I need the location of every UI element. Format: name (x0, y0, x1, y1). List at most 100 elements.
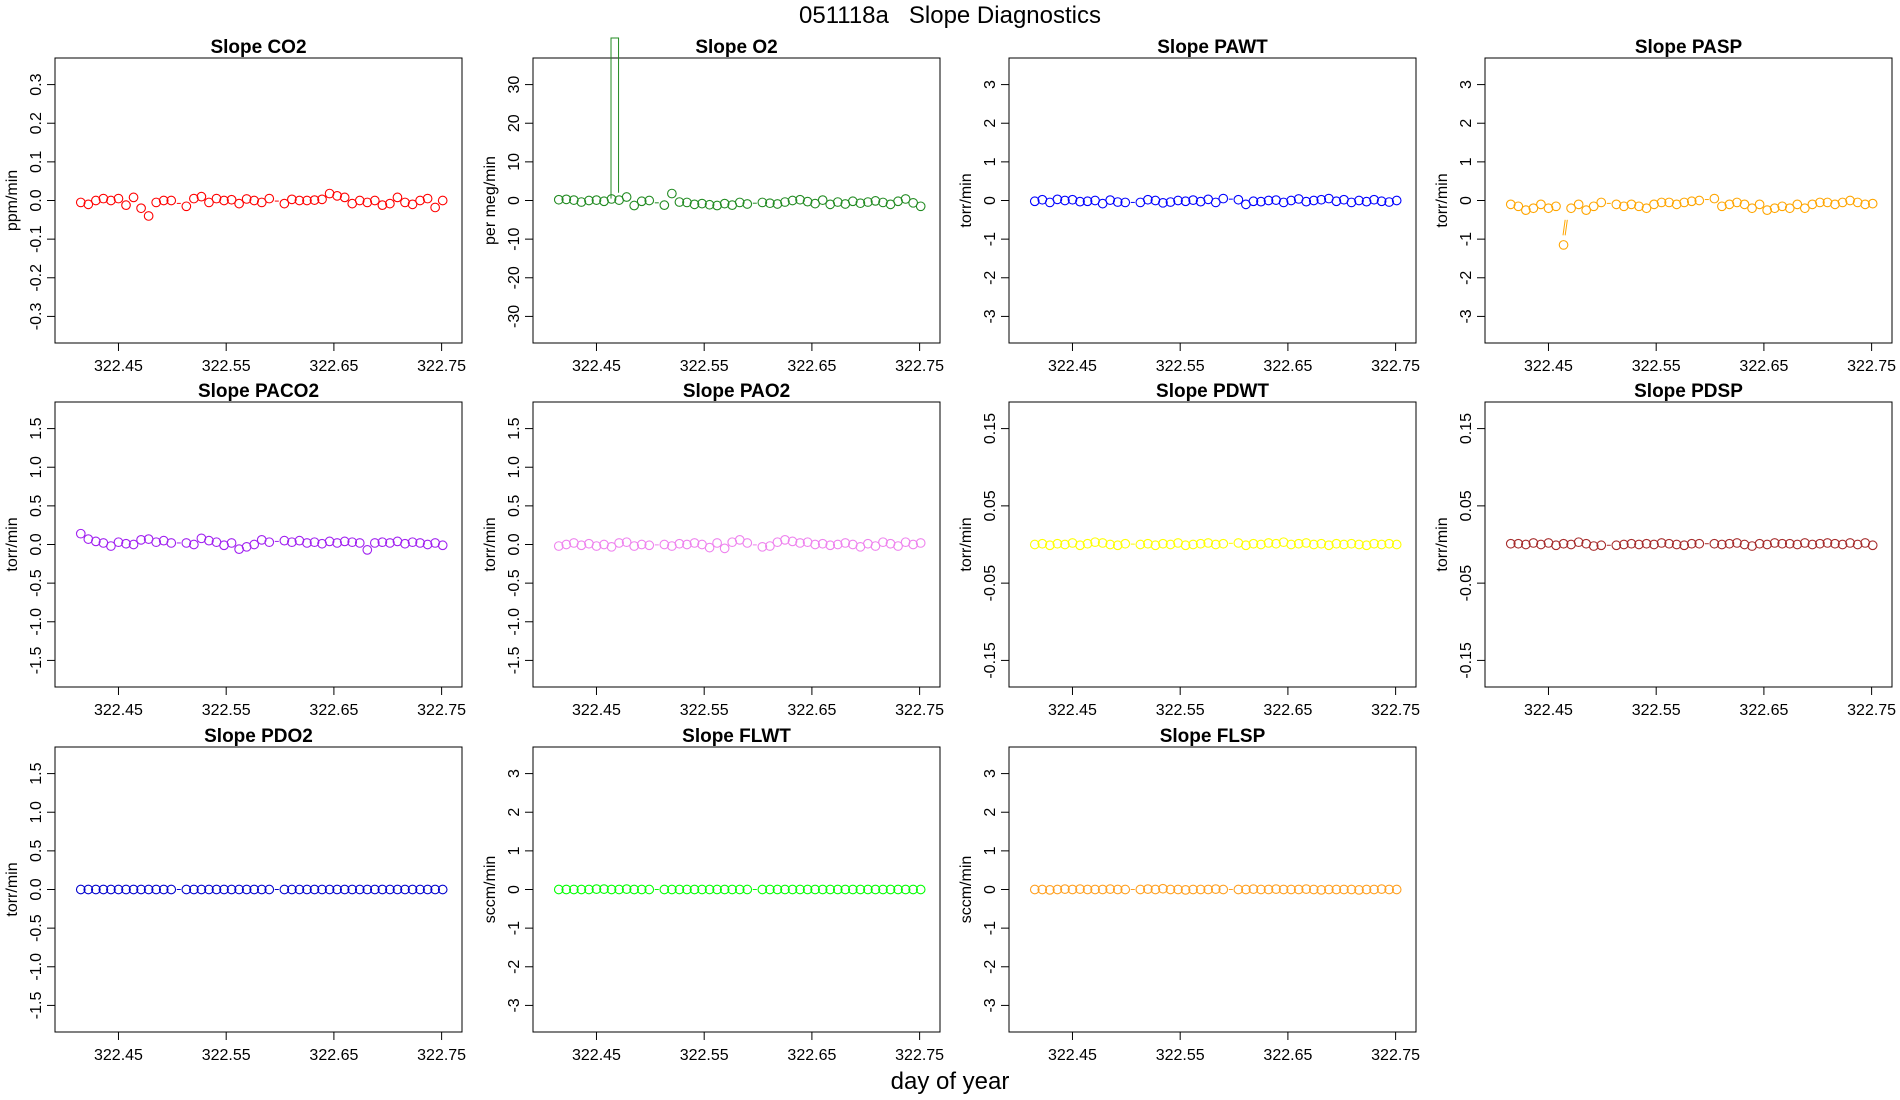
y-tick-label: -1.0 (28, 608, 45, 636)
data-point (1316, 194, 1327, 205)
data-point (697, 884, 707, 895)
x-tick-label: 322.65 (787, 358, 836, 375)
data-point (1052, 884, 1063, 895)
data-point (1837, 539, 1848, 550)
x-tick-label: 322.65 (1263, 1047, 1312, 1064)
data-point (1082, 538, 1093, 549)
data-point (204, 884, 214, 895)
data-point (256, 884, 267, 895)
data-point (234, 198, 244, 209)
x-tick-label: 322.75 (895, 702, 944, 719)
panel-title: Slope O2 (695, 37, 777, 58)
data-point (667, 884, 677, 895)
panel-title: Slope PDO2 (204, 726, 313, 747)
data-point (561, 539, 572, 550)
y-tick-label: 0.0 (28, 878, 45, 900)
data-point (1316, 885, 1327, 895)
data-point (727, 884, 738, 895)
data-point (817, 884, 828, 895)
y-tick-label: -0.05 (982, 565, 999, 602)
data-point (1248, 538, 1259, 549)
data-point (1376, 539, 1387, 550)
data-point (1241, 540, 1251, 551)
data-point (1158, 197, 1168, 208)
data-point (810, 539, 820, 550)
data-point (136, 884, 146, 895)
data-point (1641, 203, 1652, 214)
data-point (309, 537, 320, 548)
data-point (1867, 198, 1878, 209)
data-point (1256, 539, 1266, 550)
data-point (1135, 884, 1146, 895)
data-point (1210, 884, 1221, 894)
x-tick-label: 322.75 (417, 358, 466, 375)
x-tick-label: 322.65 (309, 358, 358, 375)
data-point (1248, 884, 1259, 894)
data-point (113, 884, 124, 895)
data-point (855, 198, 866, 209)
data-point (1120, 884, 1131, 895)
data-point (1354, 885, 1364, 895)
data-point (1165, 884, 1176, 895)
data-point (832, 539, 843, 550)
data-point (422, 539, 433, 550)
data-point (256, 197, 267, 208)
data-point (1747, 203, 1757, 214)
x-tick-label: 322.65 (309, 1047, 358, 1064)
data-point (400, 538, 410, 549)
data-point (1029, 884, 1040, 895)
y-tick-label: 3 (1458, 80, 1475, 89)
data-point (309, 195, 320, 205)
data-point (1060, 884, 1070, 894)
data-point (765, 541, 775, 551)
data-point (136, 535, 146, 545)
data-point (1815, 197, 1825, 208)
data-point (606, 541, 617, 552)
data-point (1777, 538, 1788, 549)
data-point (1278, 197, 1289, 208)
data-point (629, 200, 640, 211)
data-point (1339, 884, 1349, 895)
data-point (757, 884, 768, 895)
x-tick-label: 322.55 (202, 358, 251, 375)
data-point (1391, 884, 1402, 895)
data-point (621, 884, 632, 894)
data-point (606, 884, 617, 895)
data-point (900, 884, 911, 895)
data-point (143, 884, 154, 895)
data-point (1784, 538, 1795, 549)
data-point (1045, 885, 1055, 895)
panel-title: Slope PAWT (1157, 37, 1268, 58)
data-point (309, 884, 320, 895)
y-tick-label: -1.0 (28, 953, 45, 981)
data-point (636, 539, 647, 550)
data-point (1029, 196, 1040, 207)
data-point (430, 884, 441, 895)
data-point (377, 884, 388, 895)
data-point (712, 884, 722, 895)
data-point (1830, 199, 1840, 210)
x-tick-label: 322.75 (417, 702, 466, 719)
data-point (264, 193, 275, 204)
data-point (219, 195, 229, 206)
plot-frame (1484, 401, 1893, 688)
data-point (795, 538, 805, 548)
data-point (1248, 196, 1259, 207)
y-tick-label: 0.2 (28, 112, 45, 134)
data-point (1588, 541, 1599, 551)
y-tick-label: -0.3 (28, 303, 45, 331)
data-point (332, 538, 342, 548)
panel-title: Slope PACO2 (198, 381, 319, 402)
panel-title: Slope FLSP (1160, 726, 1266, 747)
data-point (1566, 203, 1576, 214)
y-tick-label: 1 (1458, 157, 1475, 166)
data-point (817, 538, 828, 549)
data-point (1376, 884, 1387, 894)
x-tick-label: 322.45 (1524, 358, 1573, 375)
x-tick-label: 322.55 (1156, 702, 1205, 719)
data-point (1626, 199, 1637, 210)
data-point (697, 198, 707, 209)
data-point (1286, 195, 1296, 206)
data-point (1052, 194, 1063, 205)
x-tick-label: 322.65 (787, 1047, 836, 1064)
